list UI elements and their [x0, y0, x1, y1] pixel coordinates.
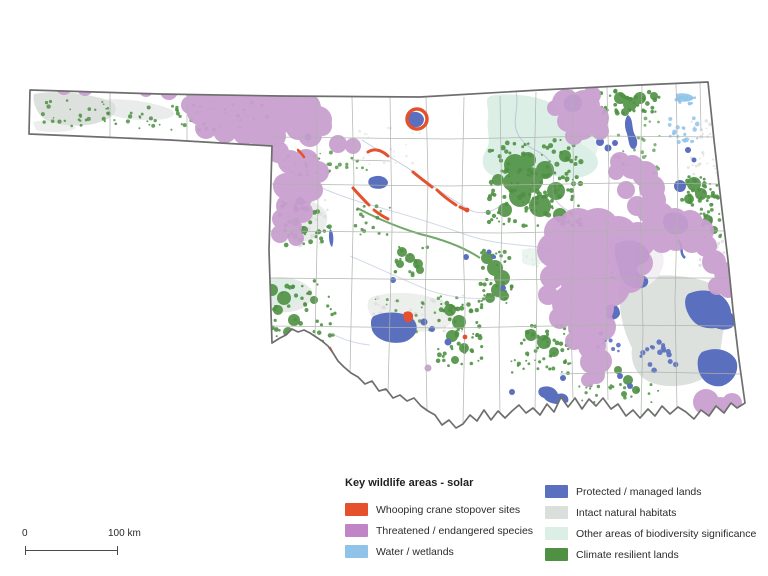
legend-label: Whooping crane stopover sites	[376, 503, 521, 516]
legend-item-intact-habitats: Intact natural habitats	[545, 502, 756, 523]
legend-item-threatened-endangered: Threatened / endangered species	[345, 520, 533, 541]
legend-item-whooping-crane: Whooping crane stopover sites	[345, 499, 533, 520]
legend-label: Water / wetlands	[376, 545, 454, 558]
legend-title: Key wildlife areas - solar	[345, 477, 474, 489]
legend-item-water-wetlands: Water / wetlands	[345, 541, 533, 562]
legend-swatch-whooping-crane	[345, 503, 368, 516]
legend-item-protected-managed: Protected / managed lands	[545, 481, 756, 502]
climate-resilient-layer	[40, 88, 722, 404]
legend-item-biodiversity: Other areas of biodiversity significance	[545, 523, 756, 544]
county-lines	[109, 82, 742, 425]
legend-swatch-biodiversity	[545, 527, 568, 540]
legend-swatch-protected-managed	[545, 485, 568, 498]
scale-bar: 0 100 km	[22, 528, 152, 555]
legend-swatch-threatened-endangered	[345, 524, 368, 537]
water-wetlands-layer	[667, 93, 700, 144]
legend-swatch-intact-habitats	[545, 506, 568, 519]
legend-label: Threatened / endangered species	[376, 524, 534, 537]
scale-bar-line	[22, 546, 152, 555]
legend-item-climate-resilient: Climate resilient lands	[545, 544, 756, 565]
legend-label: Climate resilient lands	[576, 548, 679, 561]
legend-label: Intact natural habitats	[576, 506, 677, 519]
map-legend: Key wildlife areas - solar Whooping cran…	[345, 477, 765, 561]
oklahoma-wildlife-map	[28, 81, 746, 429]
legend-swatch-water-wetlands	[345, 545, 368, 558]
legend-column-right: Protected / managed lands Intact natural…	[545, 481, 756, 565]
legend-label: Other areas of biodiversity significance	[576, 527, 757, 540]
scale-start-label: 0	[22, 528, 28, 539]
legend-label: Protected / managed lands	[576, 485, 702, 498]
scale-end-label: 100 km	[108, 528, 141, 539]
legend-column-left: Whooping crane stopover sites Threatened…	[345, 499, 533, 562]
legend-swatch-climate-resilient	[545, 548, 568, 561]
